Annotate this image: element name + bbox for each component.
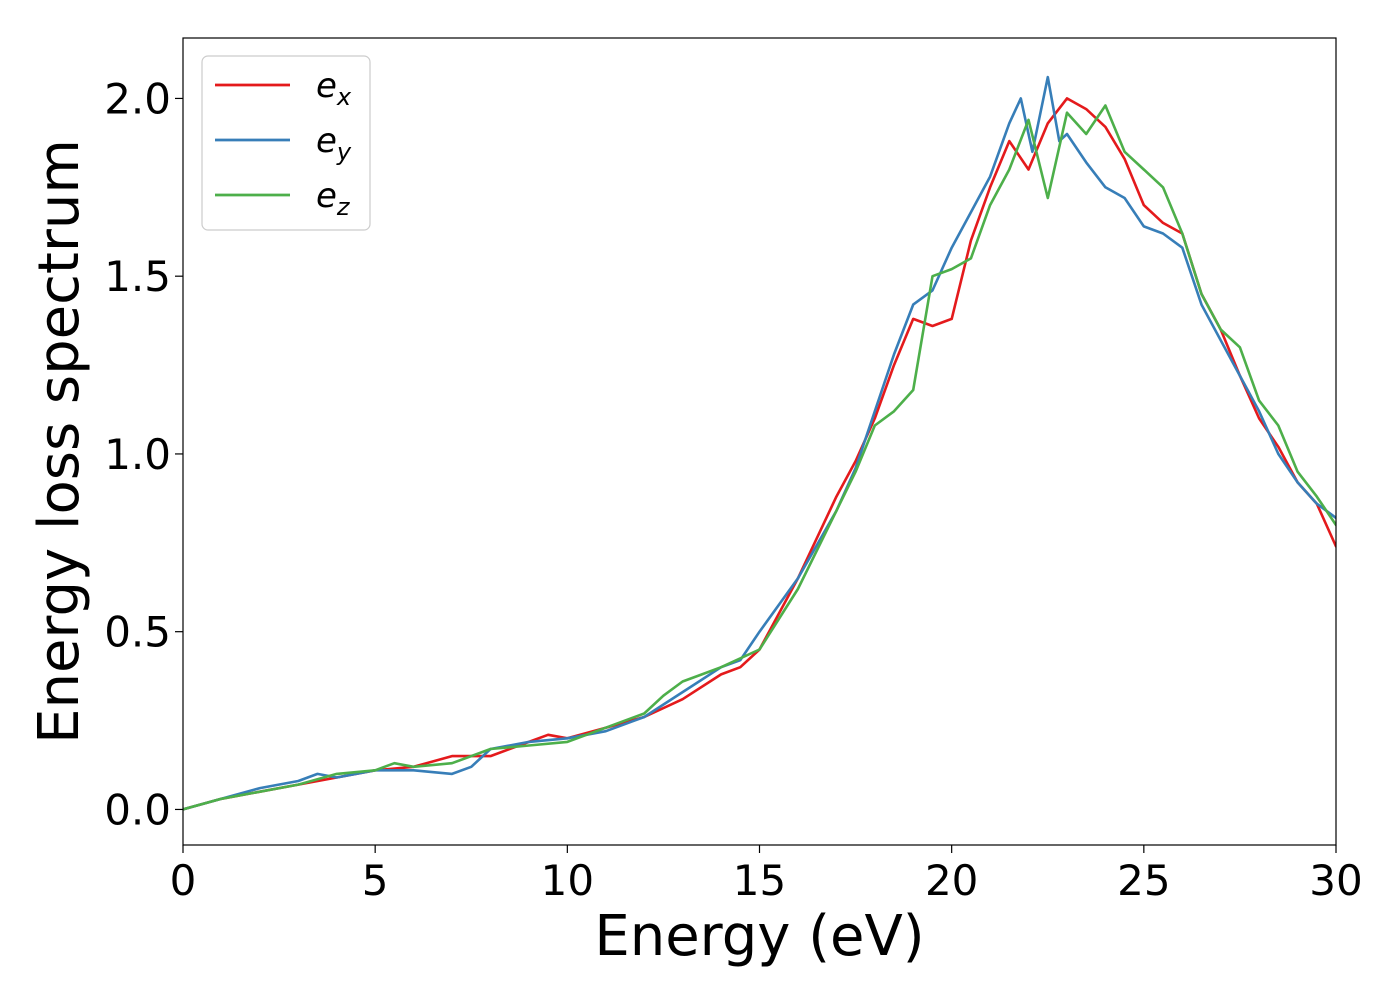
legend-label-z: ez <box>316 176 351 221</box>
x-tick-label: 25 <box>1117 856 1170 905</box>
legend: ex ey ez <box>201 55 371 231</box>
y-tick-label: 1.0 <box>104 430 171 479</box>
x-tick-label: 30 <box>1309 856 1362 905</box>
y-tick-label: 1.5 <box>104 252 171 301</box>
x-axis-title: Energy (eV) <box>594 904 924 969</box>
ticks-layer: 0 5 10 15 20 25 30 0.0 0.5 1.0 1.5 2.0 <box>104 74 1363 905</box>
series-layer <box>183 75 1336 811</box>
x-tick-label: 0 <box>170 856 197 905</box>
legend-label-x: ex <box>316 66 352 111</box>
y-tick-label: 0.0 <box>104 785 171 834</box>
legend-box <box>201 55 371 231</box>
x-tick-label: 5 <box>362 856 389 905</box>
series-line-y <box>183 75 1336 811</box>
x-tick-label: 10 <box>541 856 594 905</box>
y-axis-title: Energy loss spectrum <box>27 139 92 744</box>
y-tick-label: 0.5 <box>104 608 171 657</box>
y-tick-label: 2.0 <box>104 74 171 123</box>
legend-label-y: ey <box>316 121 352 166</box>
x-tick-label: 20 <box>925 856 978 905</box>
x-tick-label: 15 <box>733 856 786 905</box>
series-line-z <box>183 104 1336 811</box>
